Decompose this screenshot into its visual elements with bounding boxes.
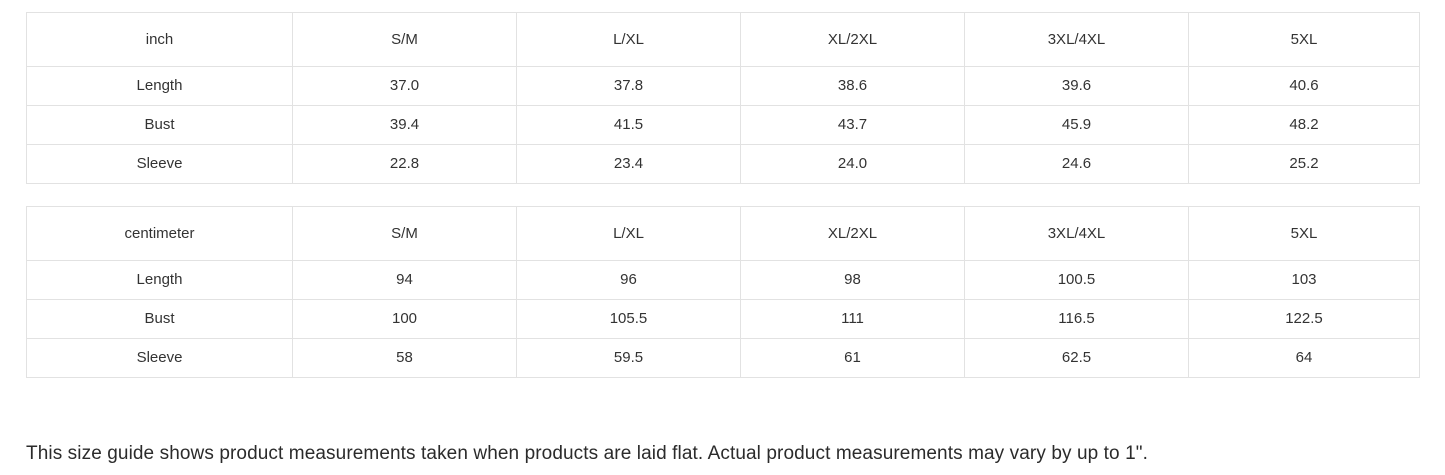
size-chart-centimeter: centimeter S/M L/XL XL/2XL 3XL/4XL 5XL L…: [26, 206, 1420, 378]
inch-table-wrapper: inch S/M L/XL XL/2XL 3XL/4XL 5XL Length …: [26, 12, 1420, 184]
cell-bust-sm: 100: [292, 299, 517, 339]
column-header-unit: inch: [26, 12, 293, 67]
column-header-size-2: L/XL: [516, 206, 741, 261]
cell-sleeve-xl2xl: 61: [740, 338, 965, 378]
column-header-size-1: S/M: [292, 12, 517, 67]
cell-sleeve-5xl: 64: [1188, 338, 1420, 378]
cell-bust-lxl: 41.5: [516, 105, 741, 145]
row-label-bust: Bust: [26, 299, 293, 339]
table-header-row: centimeter S/M L/XL XL/2XL 3XL/4XL 5XL: [26, 206, 1420, 261]
cell-length-sm: 37.0: [292, 66, 517, 106]
cell-sleeve-lxl: 59.5: [516, 338, 741, 378]
column-header-size-3: XL/2XL: [740, 12, 965, 67]
cell-length-5xl: 40.6: [1188, 66, 1420, 106]
column-header-size-4: 3XL/4XL: [964, 206, 1189, 261]
cell-length-xl2xl: 98: [740, 260, 965, 300]
column-header-size-1: S/M: [292, 206, 517, 261]
column-header-size-2: L/XL: [516, 12, 741, 67]
table-row: Sleeve 22.8 23.4 24.0 24.6 25.2: [26, 144, 1420, 184]
cell-bust-xl2xl: 43.7: [740, 105, 965, 145]
table-row: Sleeve 58 59.5 61 62.5 64: [26, 338, 1420, 378]
table-row: Bust 100 105.5 111 116.5 122.5: [26, 299, 1420, 339]
cell-sleeve-3xl4xl: 62.5: [964, 338, 1189, 378]
cell-length-5xl: 103: [1188, 260, 1420, 300]
cell-length-3xl4xl: 39.6: [964, 66, 1189, 106]
cell-bust-3xl4xl: 116.5: [964, 299, 1189, 339]
cell-sleeve-sm: 58: [292, 338, 517, 378]
cell-bust-xl2xl: 111: [740, 299, 965, 339]
column-header-size-5: 5XL: [1188, 206, 1420, 261]
column-header-size-5: 5XL: [1188, 12, 1420, 67]
cell-length-sm: 94: [292, 260, 517, 300]
centimeter-table-wrapper: centimeter S/M L/XL XL/2XL 3XL/4XL 5XL L…: [26, 206, 1420, 378]
size-guide-footnote: This size guide shows product measuremen…: [26, 443, 1148, 464]
table-row: Length 94 96 98 100.5 103: [26, 260, 1420, 300]
cell-bust-3xl4xl: 45.9: [964, 105, 1189, 145]
cell-sleeve-xl2xl: 24.0: [740, 144, 965, 184]
cell-length-xl2xl: 38.6: [740, 66, 965, 106]
cell-bust-5xl: 48.2: [1188, 105, 1420, 145]
cell-sleeve-3xl4xl: 24.6: [964, 144, 1189, 184]
table-row: Bust 39.4 41.5 43.7 45.9 48.2: [26, 105, 1420, 145]
size-chart-inch: inch S/M L/XL XL/2XL 3XL/4XL 5XL Length …: [26, 12, 1420, 184]
cell-length-lxl: 37.8: [516, 66, 741, 106]
column-header-size-3: XL/2XL: [740, 206, 965, 261]
cell-bust-lxl: 105.5: [516, 299, 741, 339]
column-header-unit: centimeter: [26, 206, 293, 261]
row-label-length: Length: [26, 260, 293, 300]
cell-sleeve-lxl: 23.4: [516, 144, 741, 184]
cell-sleeve-5xl: 25.2: [1188, 144, 1420, 184]
cell-bust-sm: 39.4: [292, 105, 517, 145]
column-header-size-4: 3XL/4XL: [964, 12, 1189, 67]
row-label-sleeve: Sleeve: [26, 338, 293, 378]
row-label-length: Length: [26, 66, 293, 106]
row-label-bust: Bust: [26, 105, 293, 145]
table-header-row: inch S/M L/XL XL/2XL 3XL/4XL 5XL: [26, 12, 1420, 67]
cell-length-lxl: 96: [516, 260, 741, 300]
table-row: Length 37.0 37.8 38.6 39.6 40.6: [26, 66, 1420, 106]
cell-length-3xl4xl: 100.5: [964, 260, 1189, 300]
cell-bust-5xl: 122.5: [1188, 299, 1420, 339]
cell-sleeve-sm: 22.8: [292, 144, 517, 184]
row-label-sleeve: Sleeve: [26, 144, 293, 184]
